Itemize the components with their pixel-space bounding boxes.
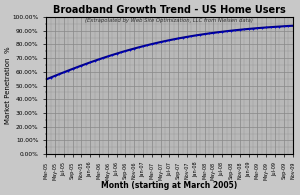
Y-axis label: Market Penetration  %: Market Penetration % [5, 47, 11, 124]
Title: Broadband Growth Trend - US Home Users: Broadband Growth Trend - US Home Users [53, 5, 286, 15]
Text: (Extrapolated by Web Site Optimization, LLC from Nielsen data): (Extrapolated by Web Site Optimization, … [85, 18, 253, 23]
X-axis label: Month (starting at March 2005): Month (starting at March 2005) [101, 181, 238, 190]
